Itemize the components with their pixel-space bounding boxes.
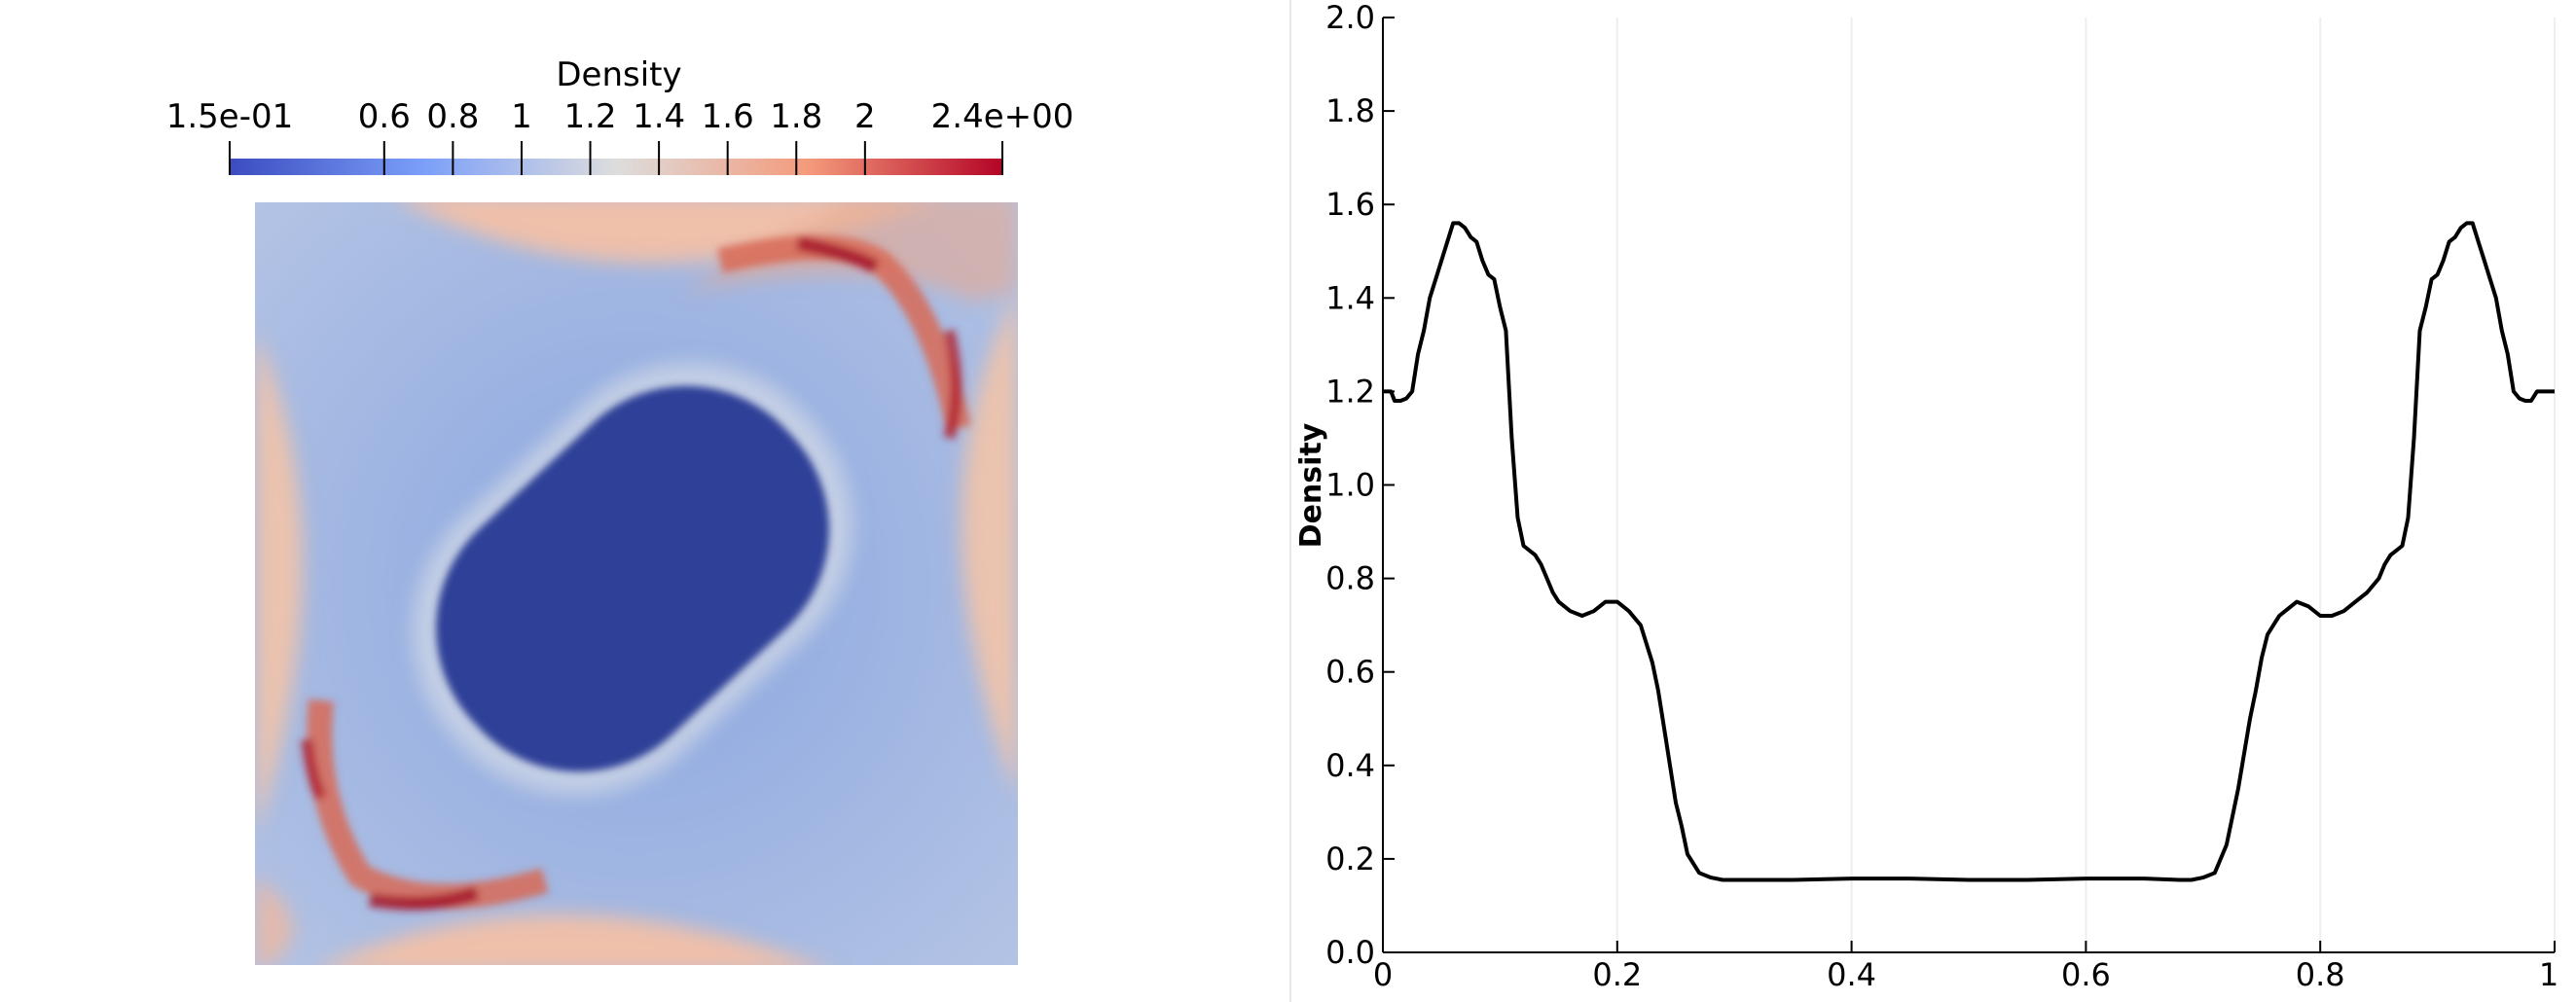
colorbar-tick-label: 1.4 (633, 97, 685, 136)
y-tick-label: 1.8 (1325, 92, 1375, 129)
colorbar-tick-label: 2 (854, 97, 876, 136)
colorbar-tick-label: 1.2 (563, 97, 616, 136)
colorbar-tick-label: 2.4e+00 (931, 97, 1074, 136)
colorbar-tick-label: 1.5e-01 (166, 97, 294, 136)
density-field-view (255, 202, 1018, 965)
y-tick-label: 2.0 (1325, 0, 1375, 36)
line-plot: 0.00.20.40.60.81.01.21.41.61.82.0 0 0.2 0.… (1289, 0, 2558, 1002)
colorbar-tick-label: 1 (511, 97, 532, 136)
y-axis-ticks: 0.0 0.2 0.4 0.6 0.8 1.0 1.2 1.4 1.6 1.8 2.0 (1325, 0, 1395, 971)
colorbar-tick-label: 1.6 (702, 97, 754, 136)
x-tick-label: 0.6 (2061, 956, 2111, 993)
colorbar-tick-label: 0.8 (426, 97, 479, 136)
y-tick-label: 0.8 (1325, 560, 1375, 597)
y-tick-label: 0.0 (1325, 934, 1375, 971)
colorbar-gradient (230, 159, 1002, 175)
colorbar-tick-label: 1.8 (770, 97, 822, 136)
y-tick-label: 0.4 (1325, 747, 1375, 784)
x-tick-label: 0.4 (1827, 956, 1876, 993)
colorbar-title: Density (556, 55, 681, 94)
colorbar-ticks: 1.5e-01 0.6 0.8 1 1.2 1.4 1.6 1.8 2 2.4e+00 (166, 97, 1074, 175)
x-tick-label: 1 (2539, 956, 2558, 993)
y-tick-label: 1.2 (1325, 373, 1375, 410)
y-tick-label: 1.6 (1325, 186, 1375, 223)
x-axis-ticks: 0 0.2 0.4 0.6 0.8 1 (1373, 941, 2558, 993)
colorbar-tick-label: 0.6 (358, 97, 411, 136)
x-tick-label: 0 (1373, 956, 1393, 993)
x-tick-label: 0.8 (2296, 956, 2345, 993)
shock-filaments (301, 234, 971, 911)
y-axis-label: Density (1294, 422, 1328, 548)
colorbar: Density 1.5e-01 0.6 0.8 1 1.2 1.4 1.6 1.8 2 2.4e+… (166, 55, 1074, 175)
grid-lines (1615, 18, 2556, 952)
density-series-line (1383, 221, 2555, 882)
y-tick-label: 0.2 (1325, 841, 1375, 877)
y-tick-label: 1.0 (1325, 467, 1375, 504)
x-tick-label: 0.2 (1592, 956, 1642, 993)
y-tick-label: 1.4 (1325, 279, 1375, 316)
shock-arcs (255, 202, 1018, 965)
low-density-core (436, 385, 829, 772)
y-tick-label: 0.6 (1325, 654, 1375, 691)
